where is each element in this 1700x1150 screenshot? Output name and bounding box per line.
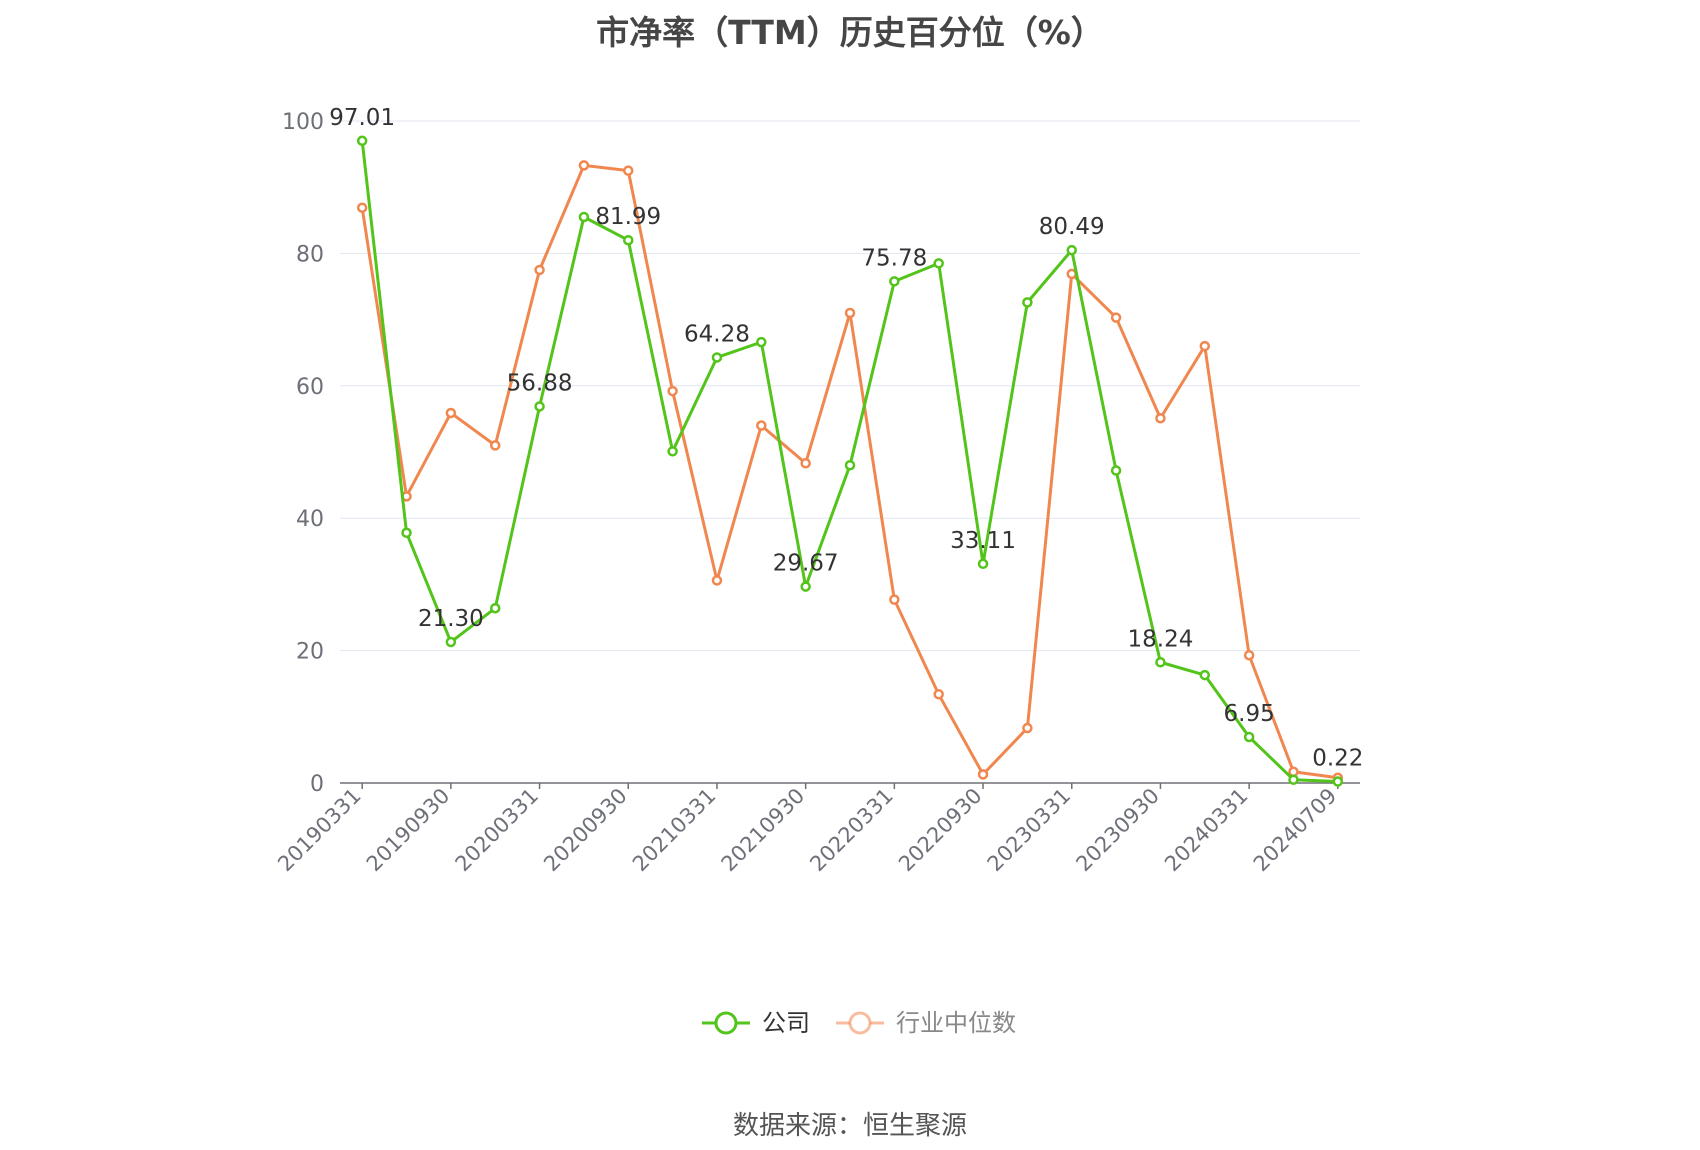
data-point[interactable] <box>489 602 501 614</box>
data-point[interactable] <box>356 135 368 147</box>
data-point[interactable] <box>356 202 368 213</box>
data-label: 80.49 <box>1039 214 1105 240</box>
axes: 0 20 40 60 80 100 2019033120190930202003312020… <box>273 110 1360 876</box>
data-point[interactable] <box>1288 774 1299 785</box>
legend-item-0[interactable]: 公司 <box>702 1009 810 1037</box>
x-tick-label: 20230930 <box>1071 784 1164 877</box>
x-tick-label: 20240709 <box>1249 784 1342 877</box>
data-point[interactable] <box>844 459 856 471</box>
data-point[interactable] <box>844 307 856 319</box>
data-point[interactable] <box>1110 312 1122 323</box>
x-tick-label: 20200930 <box>539 784 632 877</box>
legend-label: 公司 <box>762 1009 810 1037</box>
x-tick-label: 20240331 <box>1160 784 1253 877</box>
data-point[interactable] <box>534 401 545 412</box>
data-point[interactable] <box>800 581 811 592</box>
chart-title: 市净率（TTM）历史百分位（%） <box>596 13 1104 52</box>
data-label: 97.01 <box>329 105 395 131</box>
data-point[interactable] <box>1110 465 1122 476</box>
data-label: 29.67 <box>773 551 839 577</box>
x-tick-label: 20210930 <box>717 784 810 877</box>
data-point[interactable] <box>489 440 501 451</box>
data-point[interactable] <box>1066 244 1077 256</box>
x-tick-label: 20220930 <box>894 784 987 877</box>
y-tick-label: 20 <box>296 640 324 665</box>
data-point[interactable] <box>933 258 944 269</box>
legend-marker-icon <box>714 1011 738 1035</box>
data-point[interactable] <box>1243 731 1255 743</box>
data-point[interactable] <box>667 446 678 457</box>
data-point[interactable] <box>1243 649 1255 661</box>
y-tick-label: 40 <box>296 507 324 532</box>
data-point[interactable] <box>401 527 412 539</box>
data-point[interactable] <box>889 594 900 605</box>
data-point[interactable] <box>445 636 457 648</box>
data-point[interactable] <box>534 264 545 276</box>
data-point[interactable] <box>711 352 723 363</box>
data-point[interactable] <box>889 276 900 287</box>
y-tick-label: 0 <box>310 772 324 797</box>
data-label: 18.24 <box>1128 626 1194 652</box>
data-point[interactable] <box>1199 340 1211 352</box>
data-point[interactable] <box>756 420 767 431</box>
x-tick-label: 20200331 <box>451 784 544 877</box>
data-label: 64.28 <box>684 321 750 347</box>
grid-lines <box>340 120 1360 652</box>
data-labels: 97.01 21.30 56.88 81.99 64.28 29.67 75.78 33.11… <box>329 105 1363 772</box>
data-label: 21.30 <box>418 606 484 632</box>
data-point[interactable] <box>1022 722 1033 734</box>
legend-item-1[interactable]: 行业中位数 <box>836 1009 1016 1037</box>
data-source: 数据来源：恒生聚源 <box>732 1111 967 1141</box>
data-point[interactable] <box>756 336 767 348</box>
data-point[interactable] <box>1155 412 1166 424</box>
data-point[interactable] <box>1155 657 1166 668</box>
legend-marker-icon <box>848 1011 872 1035</box>
series-lines <box>356 135 1344 787</box>
x-tick-label: 20190331 <box>273 784 366 877</box>
data-label: 56.88 <box>507 370 573 396</box>
y-tick-label: 60 <box>296 375 324 400</box>
legend-label: 行业中位数 <box>896 1009 1016 1037</box>
data-point[interactable] <box>623 165 634 176</box>
data-point[interactable] <box>578 211 590 223</box>
data-label: 75.78 <box>861 245 927 271</box>
data-label: 33.11 <box>950 528 1016 554</box>
data-label: 6.95 <box>1224 701 1275 727</box>
legend[interactable]: 公司 行业中位数 <box>702 1009 1016 1037</box>
data-label: 0.22 <box>1312 746 1363 772</box>
data-point[interactable] <box>977 558 989 570</box>
data-point[interactable] <box>1332 776 1344 787</box>
data-point[interactable] <box>977 769 989 780</box>
y-tick-label: 80 <box>296 242 324 267</box>
y-tick-label: 100 <box>282 110 324 135</box>
data-point[interactable] <box>711 575 723 586</box>
x-tick-label: 20230331 <box>983 784 1076 877</box>
data-point[interactable] <box>1199 669 1211 681</box>
x-tick-label: 20220331 <box>805 784 898 877</box>
data-point[interactable] <box>578 160 590 171</box>
data-point[interactable] <box>1022 297 1033 308</box>
data-point[interactable] <box>623 234 634 246</box>
x-tick-label: 20210331 <box>628 784 721 877</box>
x-tick-label: 20190930 <box>362 784 455 877</box>
data-point[interactable] <box>445 407 457 419</box>
data-point[interactable] <box>667 385 678 397</box>
data-point[interactable] <box>800 458 811 469</box>
series-line-1 <box>360 163 1339 780</box>
data-label: 81.99 <box>595 204 661 230</box>
data-point[interactable] <box>933 689 944 700</box>
